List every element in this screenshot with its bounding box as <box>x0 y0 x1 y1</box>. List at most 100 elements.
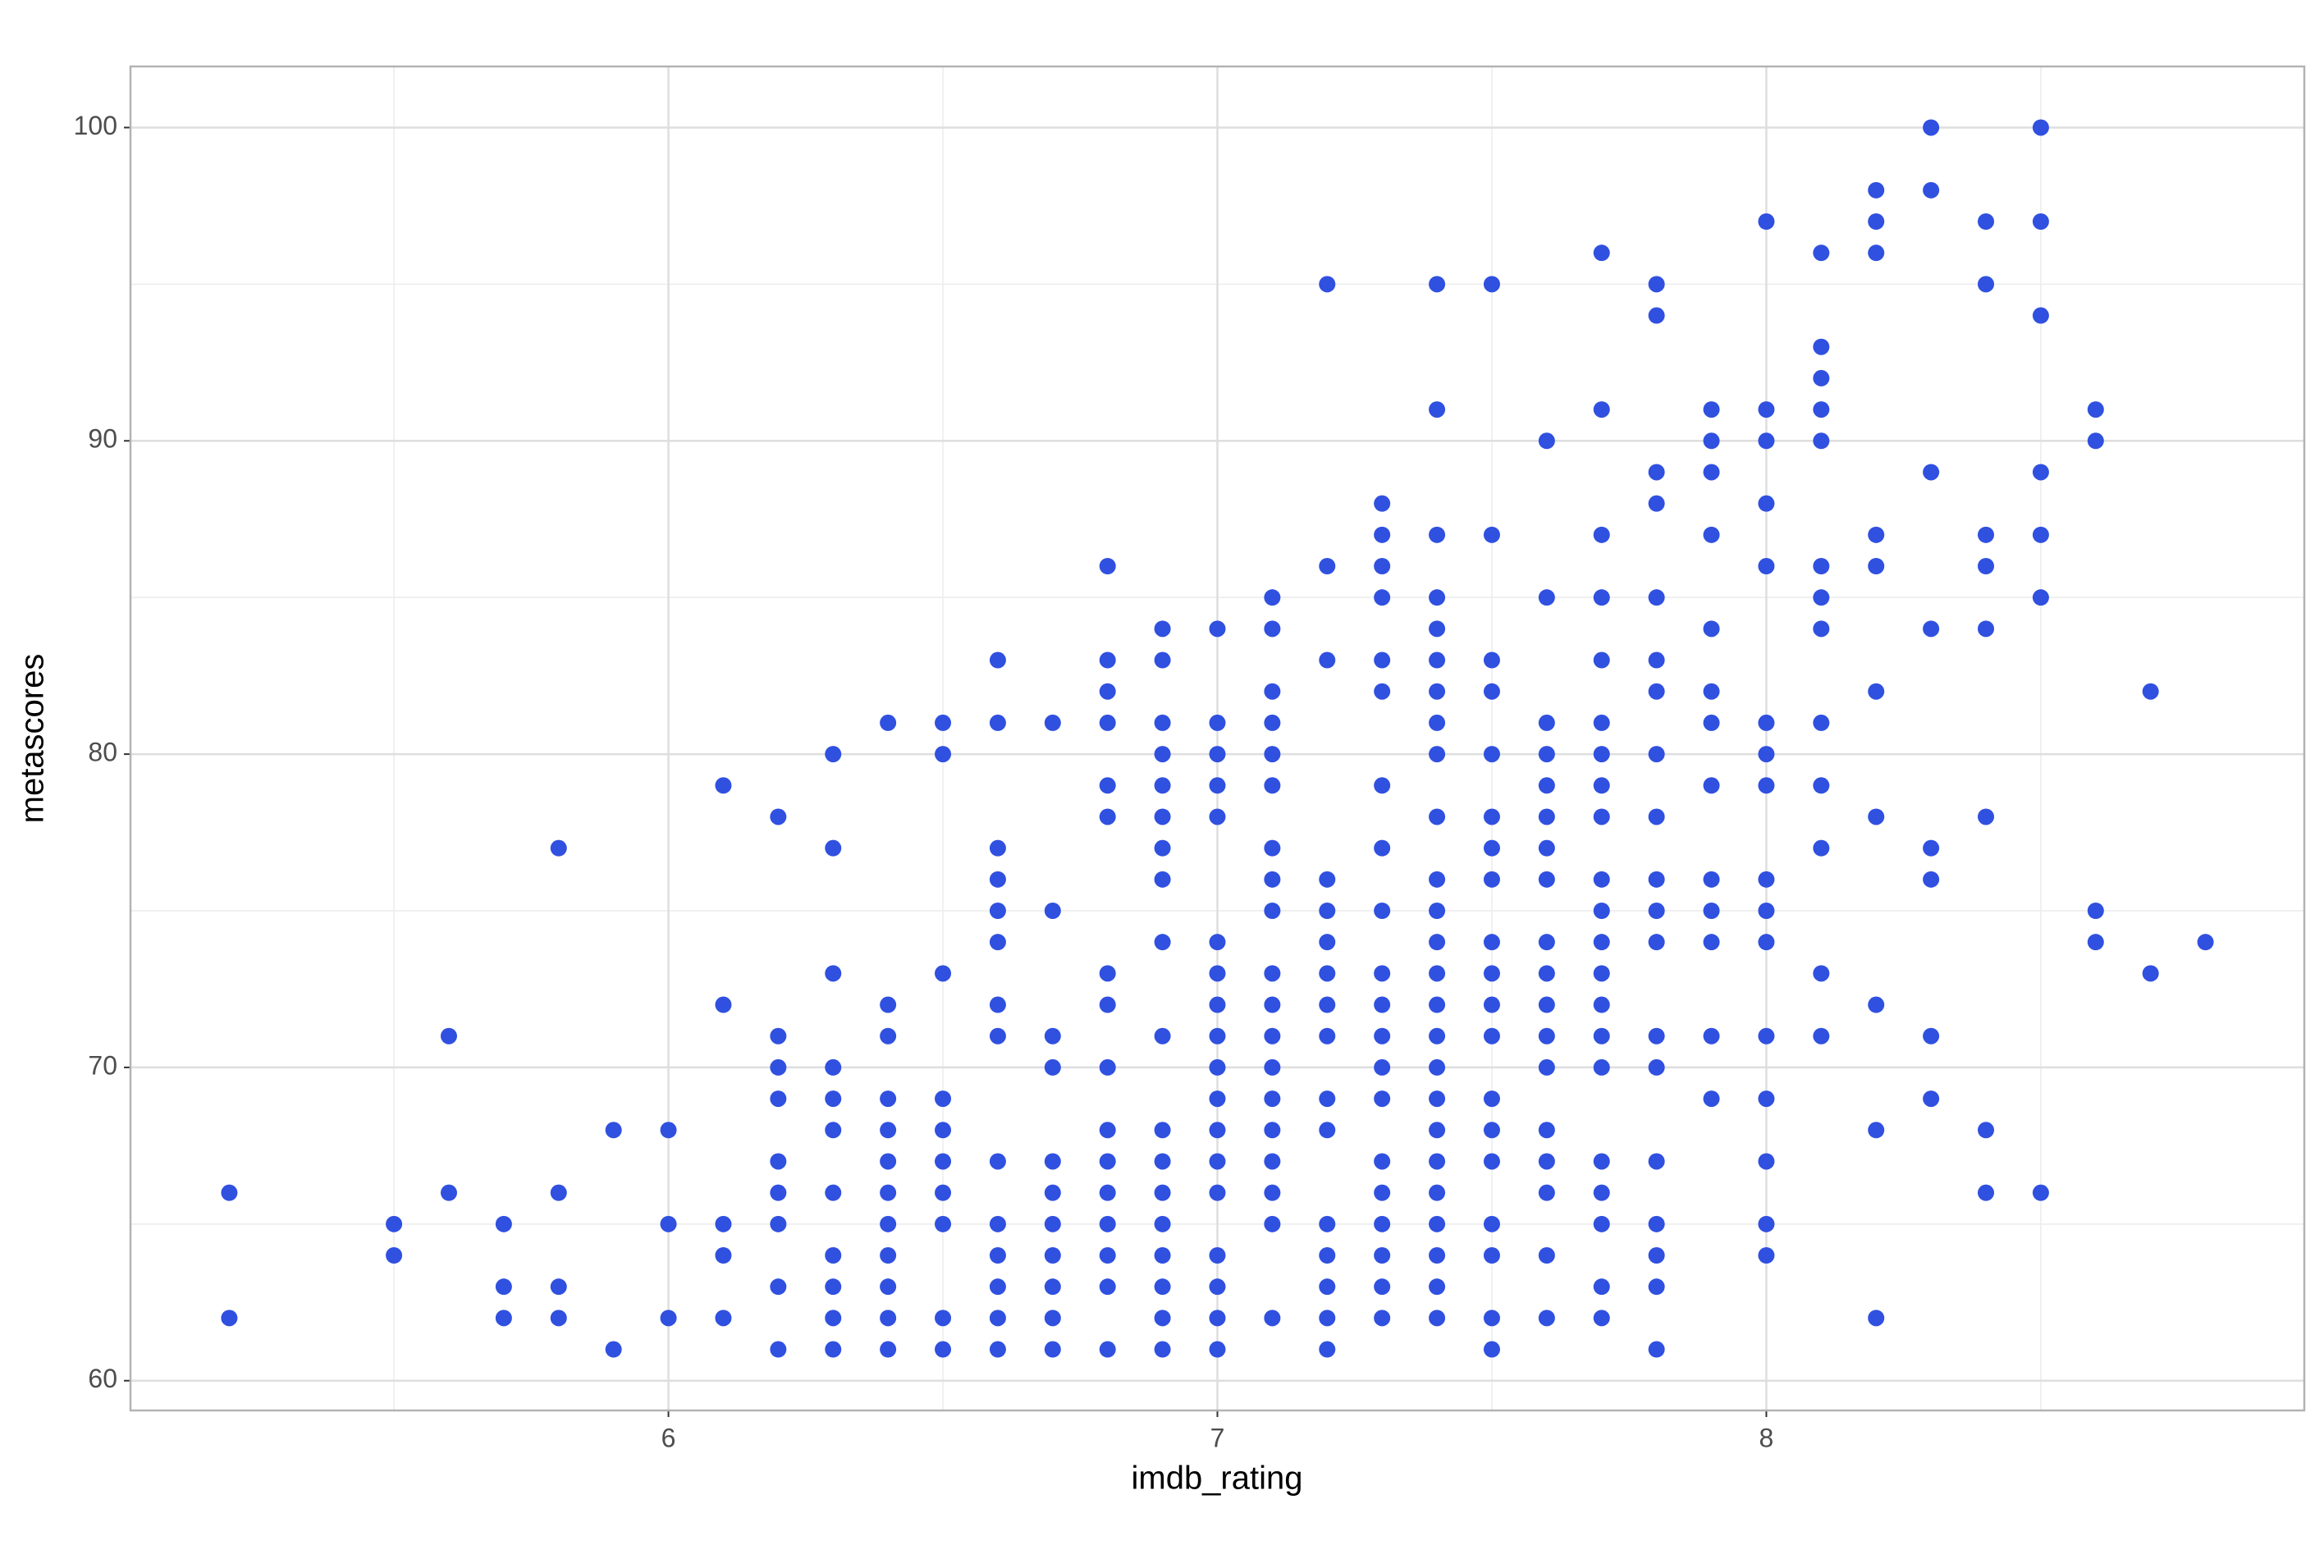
point <box>1648 903 1665 919</box>
y-tick-label: 100 <box>74 111 117 140</box>
point <box>1483 965 1500 982</box>
point <box>1209 746 1226 763</box>
point <box>989 1215 1006 1232</box>
point <box>2087 432 2104 450</box>
point <box>825 746 842 763</box>
point <box>1978 1184 1995 1201</box>
point <box>1703 401 1720 418</box>
point <box>989 903 1006 919</box>
point <box>1374 1310 1391 1327</box>
point <box>1813 965 1830 982</box>
point <box>1319 1247 1336 1264</box>
point <box>1758 1153 1775 1170</box>
point <box>1374 1278 1391 1296</box>
point <box>1593 651 1610 669</box>
point <box>1483 1122 1500 1139</box>
point <box>550 1278 567 1296</box>
point <box>1593 1310 1610 1327</box>
point <box>1209 808 1226 825</box>
point <box>770 1184 787 1201</box>
point <box>1648 1215 1665 1232</box>
point <box>1099 1247 1116 1264</box>
point <box>221 1310 238 1327</box>
point <box>2032 307 2049 324</box>
point <box>880 1122 897 1139</box>
point <box>1154 651 1171 669</box>
point <box>1264 746 1281 763</box>
point <box>1429 903 1446 919</box>
point <box>989 1278 1006 1296</box>
point <box>1429 871 1446 888</box>
point <box>1923 464 1940 481</box>
point <box>1483 934 1500 951</box>
point <box>1868 558 1885 574</box>
point <box>1538 589 1555 606</box>
point <box>1483 1090 1500 1108</box>
point <box>989 651 1006 669</box>
point <box>1813 432 1830 450</box>
point <box>1374 839 1391 857</box>
point <box>1429 526 1446 543</box>
point <box>1374 1153 1391 1170</box>
point <box>1209 1027 1226 1045</box>
point <box>1703 1090 1720 1108</box>
point <box>1374 1184 1391 1201</box>
point <box>1538 808 1555 825</box>
point <box>1813 839 1830 857</box>
point <box>386 1247 403 1264</box>
point <box>495 1310 512 1327</box>
point <box>1099 808 1116 825</box>
point <box>1374 589 1391 606</box>
point <box>1044 1310 1061 1327</box>
point <box>1593 1027 1610 1045</box>
point <box>770 808 787 825</box>
point <box>1264 1122 1281 1139</box>
point <box>1044 1247 1061 1264</box>
point <box>1264 1027 1281 1045</box>
point <box>880 714 897 731</box>
point <box>1264 1215 1281 1232</box>
point <box>1593 1215 1610 1232</box>
point <box>1813 620 1830 638</box>
point <box>1813 401 1830 418</box>
point <box>1593 808 1610 825</box>
point <box>1099 558 1116 574</box>
point <box>1813 338 1830 355</box>
point <box>1374 1027 1391 1045</box>
point <box>1813 558 1830 574</box>
point <box>1593 996 1610 1013</box>
point <box>935 1184 952 1201</box>
point <box>1264 777 1281 794</box>
point <box>1099 996 1116 1013</box>
point <box>770 1090 787 1108</box>
point <box>880 1215 897 1232</box>
point <box>2197 934 2214 951</box>
point <box>1593 245 1610 262</box>
point <box>1538 1310 1555 1327</box>
point <box>1923 620 1940 638</box>
point <box>1044 1027 1061 1045</box>
point <box>1703 903 1720 919</box>
point <box>1319 558 1336 574</box>
point <box>1429 808 1446 825</box>
point <box>825 1341 842 1358</box>
point <box>1429 1090 1446 1108</box>
point <box>715 1247 732 1264</box>
point <box>1648 1153 1665 1170</box>
point <box>1758 871 1775 888</box>
point <box>1593 903 1610 919</box>
point <box>1044 1058 1061 1076</box>
point <box>935 1090 952 1108</box>
point <box>1429 996 1446 1013</box>
point <box>1758 1247 1775 1264</box>
point <box>1648 808 1665 825</box>
point <box>1593 1184 1610 1201</box>
point <box>2087 401 2104 418</box>
point <box>1429 1027 1446 1045</box>
point <box>825 1184 842 1201</box>
point <box>1374 903 1391 919</box>
point <box>1319 1090 1336 1108</box>
point <box>1648 934 1665 951</box>
point <box>1923 119 1940 136</box>
